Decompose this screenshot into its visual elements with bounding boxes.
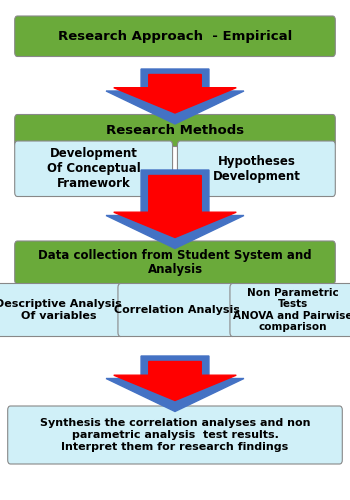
Polygon shape [114, 362, 236, 401]
FancyBboxPatch shape [15, 114, 335, 146]
Polygon shape [106, 69, 244, 124]
FancyBboxPatch shape [177, 141, 335, 197]
FancyBboxPatch shape [15, 241, 335, 284]
FancyBboxPatch shape [15, 141, 173, 197]
FancyBboxPatch shape [230, 284, 350, 337]
Text: Research Methods: Research Methods [106, 124, 244, 137]
FancyBboxPatch shape [0, 284, 124, 337]
Text: Research Approach  - Empirical: Research Approach - Empirical [58, 30, 292, 43]
Polygon shape [106, 170, 244, 248]
Polygon shape [114, 176, 236, 238]
Polygon shape [106, 356, 244, 412]
FancyBboxPatch shape [8, 406, 342, 464]
Text: Data collection from Student System and
Analysis: Data collection from Student System and … [38, 248, 312, 276]
Polygon shape [114, 74, 236, 113]
Text: Descriptive Analysis
Of variables: Descriptive Analysis Of variables [0, 299, 122, 321]
FancyBboxPatch shape [118, 284, 236, 337]
Text: Correlation Analysis: Correlation Analysis [114, 305, 240, 315]
Text: Development
Of Conceptual
Framework: Development Of Conceptual Framework [47, 147, 140, 190]
Text: Synthesis the correlation analyses and non
parametric analysis  test results.
In: Synthesis the correlation analyses and n… [40, 418, 310, 452]
Text: Non Parametric
Tests
ANOVA and Pairwise
comparison: Non Parametric Tests ANOVA and Pairwise … [233, 288, 350, 333]
FancyBboxPatch shape [15, 16, 335, 56]
Text: Hypotheses
Development: Hypotheses Development [212, 155, 300, 182]
